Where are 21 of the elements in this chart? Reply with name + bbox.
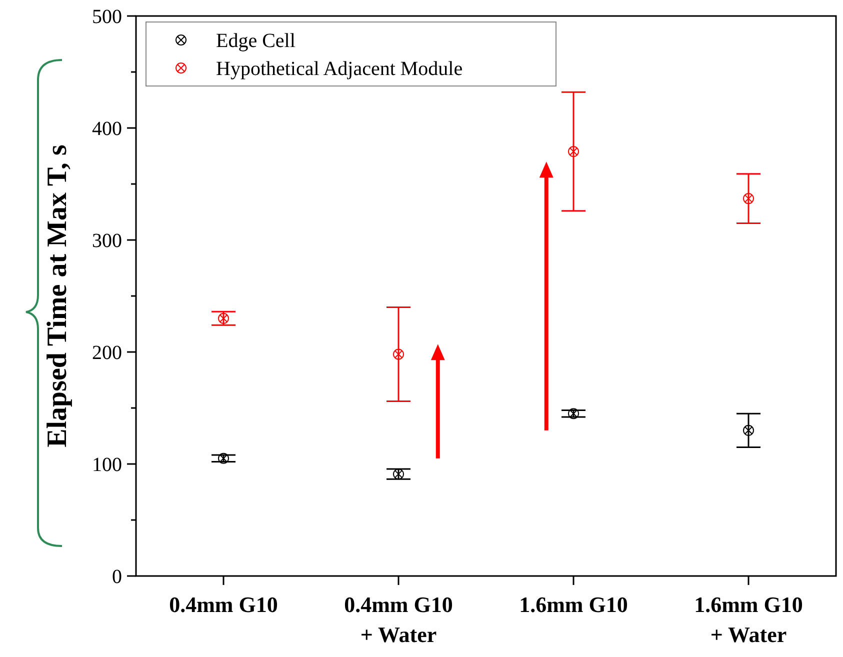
y-tick-label: 200 xyxy=(92,342,122,364)
y-tick-label: 400 xyxy=(92,118,122,140)
point xyxy=(218,312,229,324)
point xyxy=(743,424,754,436)
legend-label: Edge Cell xyxy=(216,30,296,52)
point xyxy=(568,408,579,420)
y-axis-title: Elapsed Time at Max T, s xyxy=(42,144,73,448)
x-tick-label: 0.4mm G10 xyxy=(169,592,278,617)
point xyxy=(393,468,404,480)
point xyxy=(393,348,404,360)
point xyxy=(218,452,229,464)
y-tick-label: 300 xyxy=(92,230,122,252)
x-tick-label: 0.4mm G10 + Water xyxy=(344,592,453,647)
x-tick-label: 1.6mm G10 xyxy=(519,592,628,617)
legend-label: Hypothetical Adjacent Module xyxy=(216,58,463,80)
point xyxy=(568,146,579,158)
x-tick-label: 1.6mm G10 + Water xyxy=(694,592,803,647)
y-tick-label: 0 xyxy=(112,566,122,588)
y-tick-label: 100 xyxy=(92,454,122,476)
point xyxy=(743,193,754,204)
y-tick-label: 500 xyxy=(92,6,122,28)
